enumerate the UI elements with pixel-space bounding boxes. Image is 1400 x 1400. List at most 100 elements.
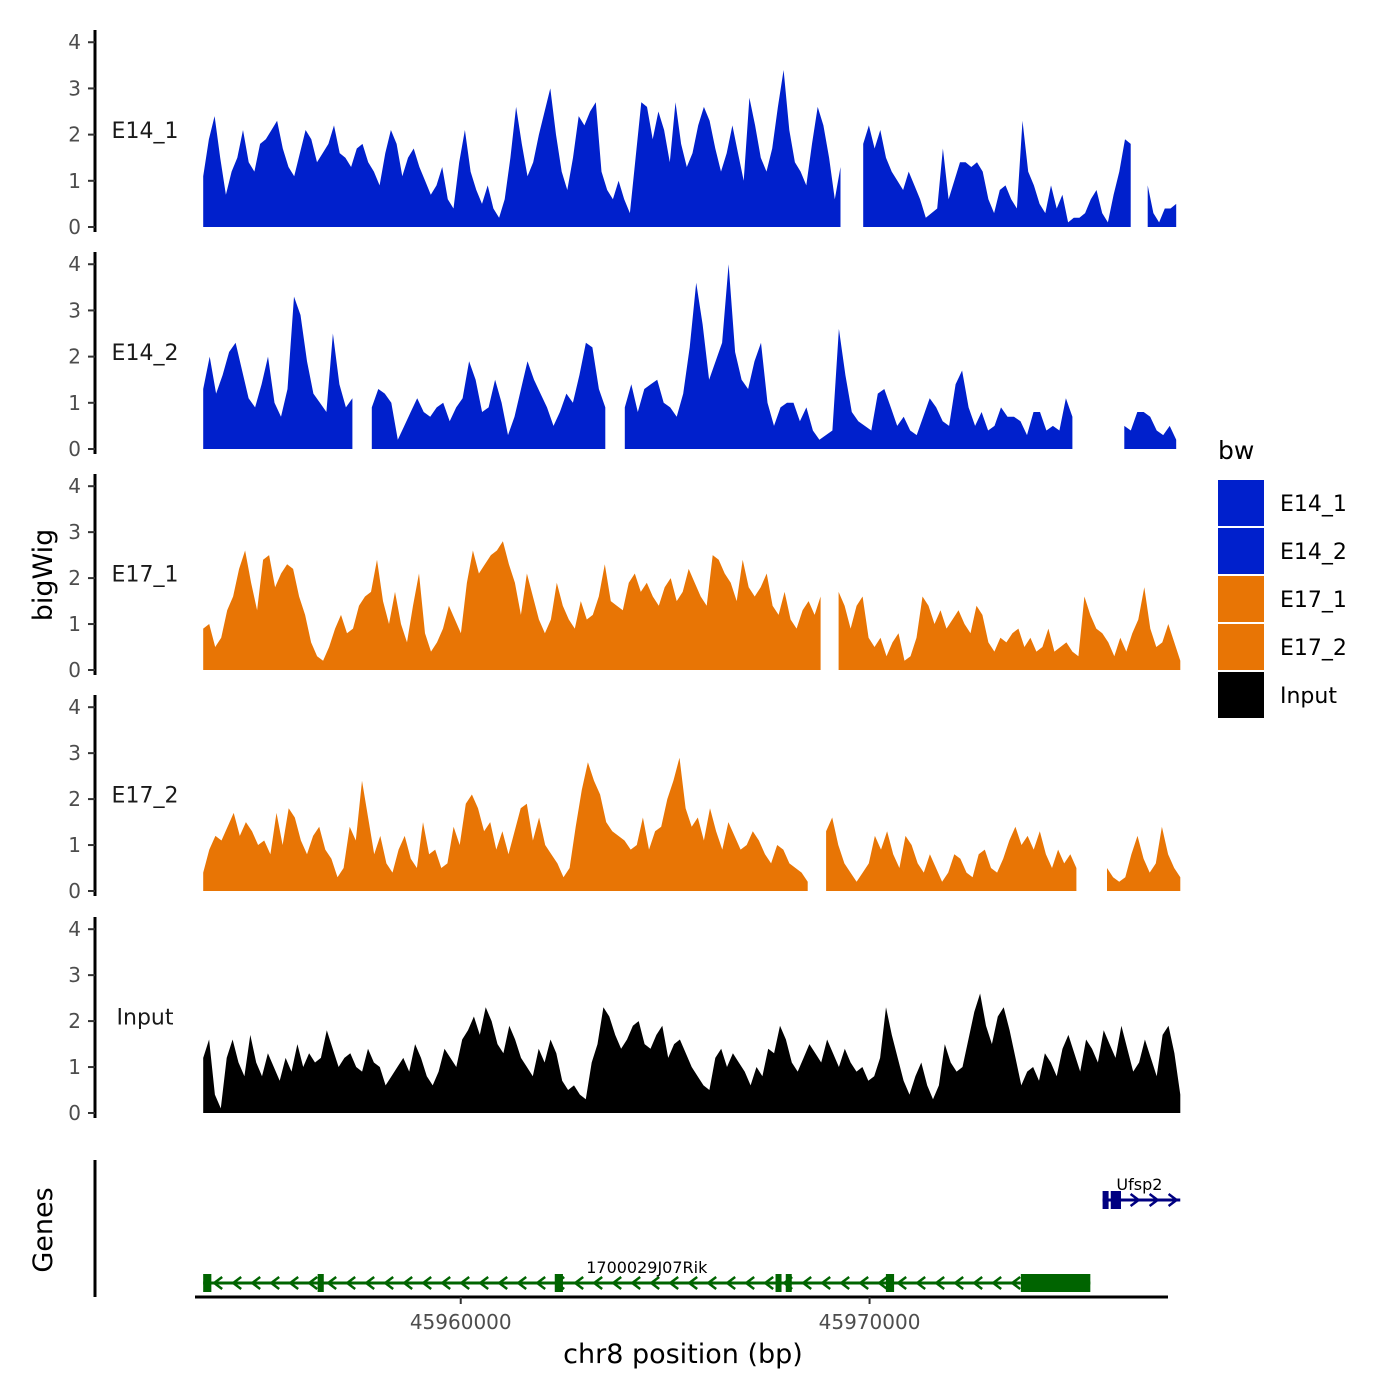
strand-arrow-1700029j07rik bbox=[877, 1276, 888, 1290]
legend-swatch-e17-1 bbox=[1218, 576, 1264, 622]
strand-arrow-1700029j07rik bbox=[231, 1276, 242, 1290]
y-tick-label: 2 bbox=[68, 787, 81, 811]
strand-arrow-1700029j07rik bbox=[402, 1276, 413, 1290]
strand-arrow-1700029j07rik bbox=[839, 1276, 850, 1290]
strand-arrow-ufsp2 bbox=[1129, 1193, 1141, 1207]
track-label-e17-1: E17_1 bbox=[112, 563, 179, 588]
strand-arrow-1700029j07rik bbox=[915, 1276, 926, 1290]
legend-label-e14-1: E14_1 bbox=[1280, 492, 1347, 517]
exon-1700029j07rik-0 bbox=[203, 1274, 212, 1292]
strand-arrow-1700029j07rik bbox=[649, 1276, 660, 1290]
y-tick-label: 2 bbox=[68, 345, 81, 369]
y-tick-label: 0 bbox=[68, 215, 81, 239]
strand-arrow-1700029j07rik bbox=[440, 1276, 451, 1290]
strand-arrow-1700029j07rik bbox=[763, 1276, 774, 1290]
coverage-area-e14-2-1 bbox=[371, 342, 606, 449]
strand-arrow-1700029j07rik bbox=[269, 1276, 280, 1290]
strand-arrow-1700029j07rik bbox=[478, 1276, 489, 1290]
y-tick-label: 0 bbox=[68, 658, 81, 682]
coverage-area-e17-2-1 bbox=[826, 817, 1077, 891]
gene-track: 1700029J07Rik Ufsp2 bbox=[93, 1160, 1181, 1297]
coverage-area-e14-2-0 bbox=[203, 296, 353, 449]
y-tick-label: 3 bbox=[68, 520, 81, 544]
y-tick-label: 1 bbox=[68, 169, 81, 193]
strand-arrow-1700029j07rik bbox=[934, 1276, 945, 1290]
strand-arrow-1700029j07rik bbox=[250, 1276, 261, 1290]
coverage-area-e14-1-0 bbox=[203, 70, 841, 227]
strand-arrow-1700029j07rik bbox=[212, 1276, 223, 1290]
exon-1700029j07rik-5 bbox=[885, 1274, 895, 1292]
track-label-e17-2: E17_2 bbox=[112, 784, 179, 809]
legend-label-e17-2: E17_2 bbox=[1280, 636, 1347, 661]
legend: bw E14_1 E14_2 E17_1 E17_2 Input bbox=[1218, 436, 1347, 718]
coverage-tracks bbox=[203, 70, 1181, 1113]
exon-1700029j07rik-4 bbox=[785, 1274, 792, 1292]
exon-1700029j07rik-1 bbox=[317, 1274, 324, 1292]
y-tick-label: 2 bbox=[68, 566, 81, 590]
strand-arrow-1700029j07rik bbox=[953, 1276, 964, 1290]
strand-arrow-1700029j07rik bbox=[630, 1276, 641, 1290]
strand-arrow-1700029j07rik bbox=[611, 1276, 622, 1290]
strand-arrow-1700029j07rik bbox=[858, 1276, 869, 1290]
strand-arrow-1700029j07rik bbox=[459, 1276, 470, 1290]
strand-arrow-1700029j07rik bbox=[687, 1276, 698, 1290]
legend-swatch-e17-2 bbox=[1218, 624, 1264, 670]
y-tick-label: 4 bbox=[68, 252, 81, 276]
x-axis-title: chr8 position (bp) bbox=[563, 1339, 803, 1370]
coverage-area-e17-1-0 bbox=[203, 541, 821, 670]
coverage-area-e17-1-1 bbox=[838, 587, 1181, 670]
strand-arrow-1700029j07rik bbox=[668, 1276, 679, 1290]
y-tick-label: 2 bbox=[68, 123, 81, 147]
y-tick-label: 0 bbox=[68, 437, 81, 461]
y-tick-label: 1 bbox=[68, 833, 81, 857]
track-label-e14-2: E14_2 bbox=[112, 341, 179, 366]
coverage-area-e14-2-2 bbox=[624, 264, 1073, 449]
y-tick-label: 4 bbox=[68, 30, 81, 54]
strand-arrow-1700029j07rik bbox=[345, 1276, 356, 1290]
gene-track-title: Genes bbox=[28, 1187, 59, 1272]
strand-arrow-1700029j07rik bbox=[383, 1276, 394, 1290]
exon-ufsp2-0 bbox=[1102, 1191, 1109, 1209]
strand-arrow-1700029j07rik bbox=[896, 1276, 907, 1290]
y-tick-label: 4 bbox=[68, 474, 81, 498]
coverage-area-e14-1-1 bbox=[863, 120, 1131, 227]
strand-arrow-1700029j07rik bbox=[326, 1276, 337, 1290]
track-label-input: Input bbox=[117, 1006, 174, 1031]
strand-arrow-1700029j07rik bbox=[1010, 1276, 1021, 1290]
y-tick-label: 0 bbox=[68, 879, 81, 903]
y-tick-label: 4 bbox=[68, 917, 81, 941]
strand-arrow-1700029j07rik bbox=[801, 1276, 812, 1290]
strand-arrow-1700029j07rik bbox=[706, 1276, 717, 1290]
strand-arrow-1700029j07rik bbox=[535, 1276, 546, 1290]
y-tick-label: 3 bbox=[68, 963, 81, 987]
legend-swatch-e14-2 bbox=[1218, 528, 1264, 574]
y-tick-label: 4 bbox=[68, 695, 81, 719]
strand-arrow-1700029j07rik bbox=[972, 1276, 983, 1290]
coverage-area-e17-2-2 bbox=[1107, 826, 1181, 891]
y-tick-label: 1 bbox=[68, 612, 81, 636]
strand-arrow-1700029j07rik bbox=[364, 1276, 375, 1290]
gene-label-ufsp2: Ufsp2 bbox=[1116, 1175, 1162, 1194]
coverage-area-e14-1-2 bbox=[1147, 185, 1177, 227]
legend-swatch-e14-1 bbox=[1218, 480, 1264, 526]
strand-arrow-1700029j07rik bbox=[516, 1276, 527, 1290]
coverage-area-input-0 bbox=[203, 993, 1181, 1113]
strand-arrow-1700029j07rik bbox=[592, 1276, 603, 1290]
coverage-area-e14-2-3 bbox=[1124, 412, 1177, 449]
exon-1700029j07rik-3 bbox=[775, 1274, 782, 1292]
strand-arrow-1700029j07rik bbox=[307, 1276, 318, 1290]
strand-arrow-1700029j07rik bbox=[497, 1276, 508, 1290]
coverage-area-e17-2-0 bbox=[203, 757, 808, 891]
y-axis-title: bigWig bbox=[28, 529, 59, 622]
y-tick-label: 1 bbox=[68, 1055, 81, 1079]
y-tick-label: 3 bbox=[68, 76, 81, 100]
legend-label-input: Input bbox=[1280, 684, 1337, 709]
x-tick-label: 45960000 bbox=[410, 1310, 512, 1334]
y-tick-label: 3 bbox=[68, 298, 81, 322]
y-tick-label: 0 bbox=[68, 1101, 81, 1125]
y-tick-label: 1 bbox=[68, 391, 81, 415]
gene-label-1700029j07rik: 1700029J07Rik bbox=[586, 1258, 708, 1277]
strand-arrow-ufsp2 bbox=[1167, 1193, 1179, 1207]
strand-arrow-1700029j07rik bbox=[725, 1276, 736, 1290]
